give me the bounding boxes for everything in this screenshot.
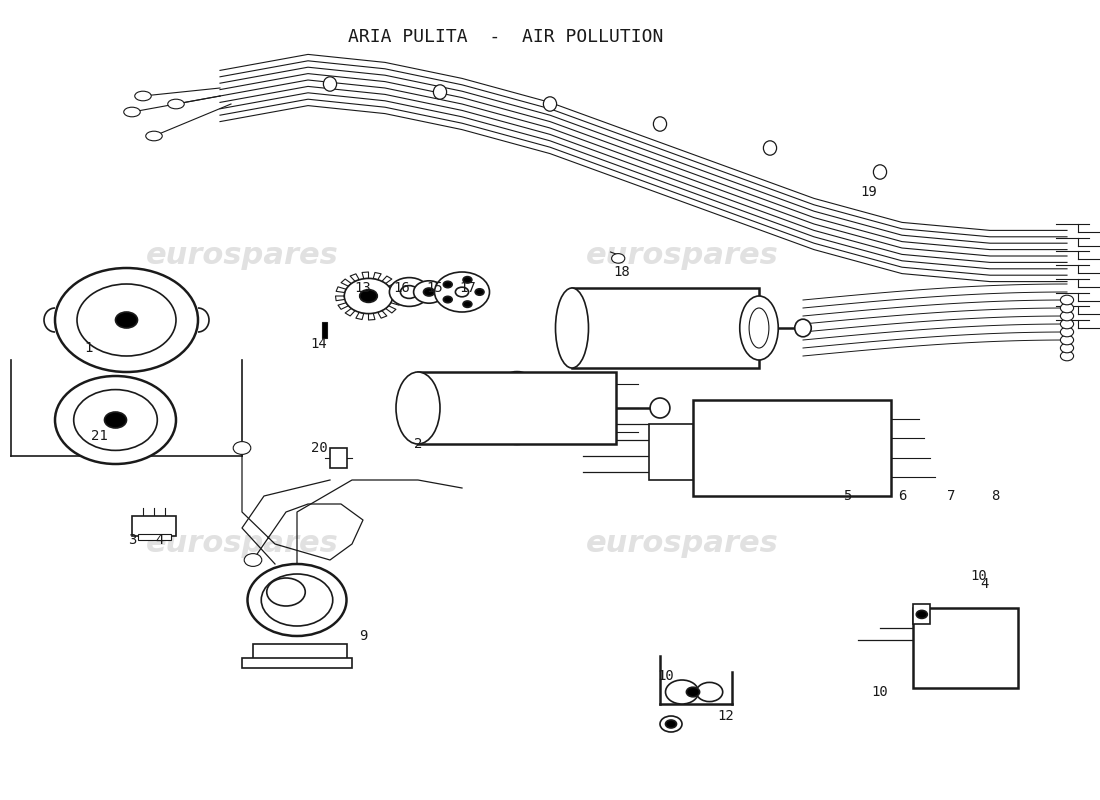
Circle shape [475,289,484,295]
Ellipse shape [396,372,440,444]
Circle shape [55,268,198,372]
Circle shape [660,716,682,732]
Ellipse shape [490,372,544,444]
Bar [330,448,346,468]
Ellipse shape [749,308,769,348]
Circle shape [696,682,723,702]
Bar [418,372,616,444]
Circle shape [666,680,698,704]
Circle shape [463,277,472,283]
Text: 5: 5 [843,489,851,503]
Bar [913,604,930,624]
Circle shape [1060,319,1074,329]
Bar [132,516,176,536]
Circle shape [455,287,469,297]
Ellipse shape [123,107,141,117]
Circle shape [400,286,418,298]
Text: eurospares: eurospares [585,530,779,558]
Circle shape [1060,303,1074,313]
Circle shape [414,281,444,303]
Circle shape [233,442,251,454]
Circle shape [360,290,377,302]
Ellipse shape [146,131,163,141]
Circle shape [77,284,176,356]
Bar [322,322,327,338]
Text: 10: 10 [970,569,988,583]
Circle shape [116,312,138,328]
Ellipse shape [167,99,185,109]
Circle shape [74,390,157,450]
Circle shape [686,687,700,697]
Bar [253,644,346,660]
Text: 4: 4 [155,533,164,547]
Ellipse shape [650,398,670,418]
Circle shape [55,376,176,464]
Ellipse shape [795,319,812,337]
Text: 4: 4 [980,577,989,591]
Text: 21: 21 [90,429,108,443]
Text: 13: 13 [354,281,372,295]
Circle shape [1060,343,1074,353]
Circle shape [666,720,676,728]
Ellipse shape [740,296,779,360]
Ellipse shape [653,117,667,131]
Text: 7: 7 [947,489,956,503]
Circle shape [1060,327,1074,337]
Ellipse shape [543,97,557,111]
Ellipse shape [763,141,777,155]
Text: ARIA PULITA  -  AIR POLLUTION: ARIA PULITA - AIR POLLUTION [349,28,663,46]
Circle shape [1060,311,1074,321]
Text: 15: 15 [426,281,443,295]
Text: 18: 18 [613,265,630,279]
Text: 9: 9 [359,629,367,643]
Ellipse shape [433,85,447,99]
Circle shape [463,301,472,307]
Text: eurospares: eurospares [585,242,779,270]
Ellipse shape [248,564,346,636]
Bar [572,288,759,368]
Circle shape [104,412,126,428]
Text: 16: 16 [393,281,410,295]
Ellipse shape [323,77,337,91]
Circle shape [344,278,393,314]
Text: 6: 6 [898,489,906,503]
Text: 2: 2 [414,437,422,451]
Circle shape [389,278,429,306]
Text: 8: 8 [991,489,1000,503]
Bar [138,534,170,540]
Circle shape [916,610,927,618]
Bar [913,608,1018,688]
Text: 17: 17 [459,281,476,295]
Circle shape [244,554,262,566]
Text: 10: 10 [657,669,674,683]
Circle shape [612,254,625,263]
Text: 12: 12 [717,709,735,723]
Ellipse shape [556,288,588,368]
Bar [693,400,891,496]
Circle shape [1060,351,1074,361]
Circle shape [1060,295,1074,305]
Bar [242,658,352,668]
Circle shape [443,296,452,302]
Circle shape [434,272,490,312]
Ellipse shape [262,574,332,626]
Bar [649,424,693,480]
Text: eurospares: eurospares [145,530,339,558]
Text: 20: 20 [310,441,328,455]
Text: 3: 3 [128,533,136,547]
Ellipse shape [873,165,887,179]
Circle shape [443,282,452,288]
Ellipse shape [134,91,152,101]
Circle shape [1060,335,1074,345]
Text: 1: 1 [84,341,92,355]
Text: eurospares: eurospares [145,242,339,270]
Ellipse shape [266,578,306,606]
Circle shape [424,288,434,296]
Text: 14: 14 [310,337,328,351]
Text: 19: 19 [860,185,878,199]
Text: 10: 10 [871,685,889,699]
